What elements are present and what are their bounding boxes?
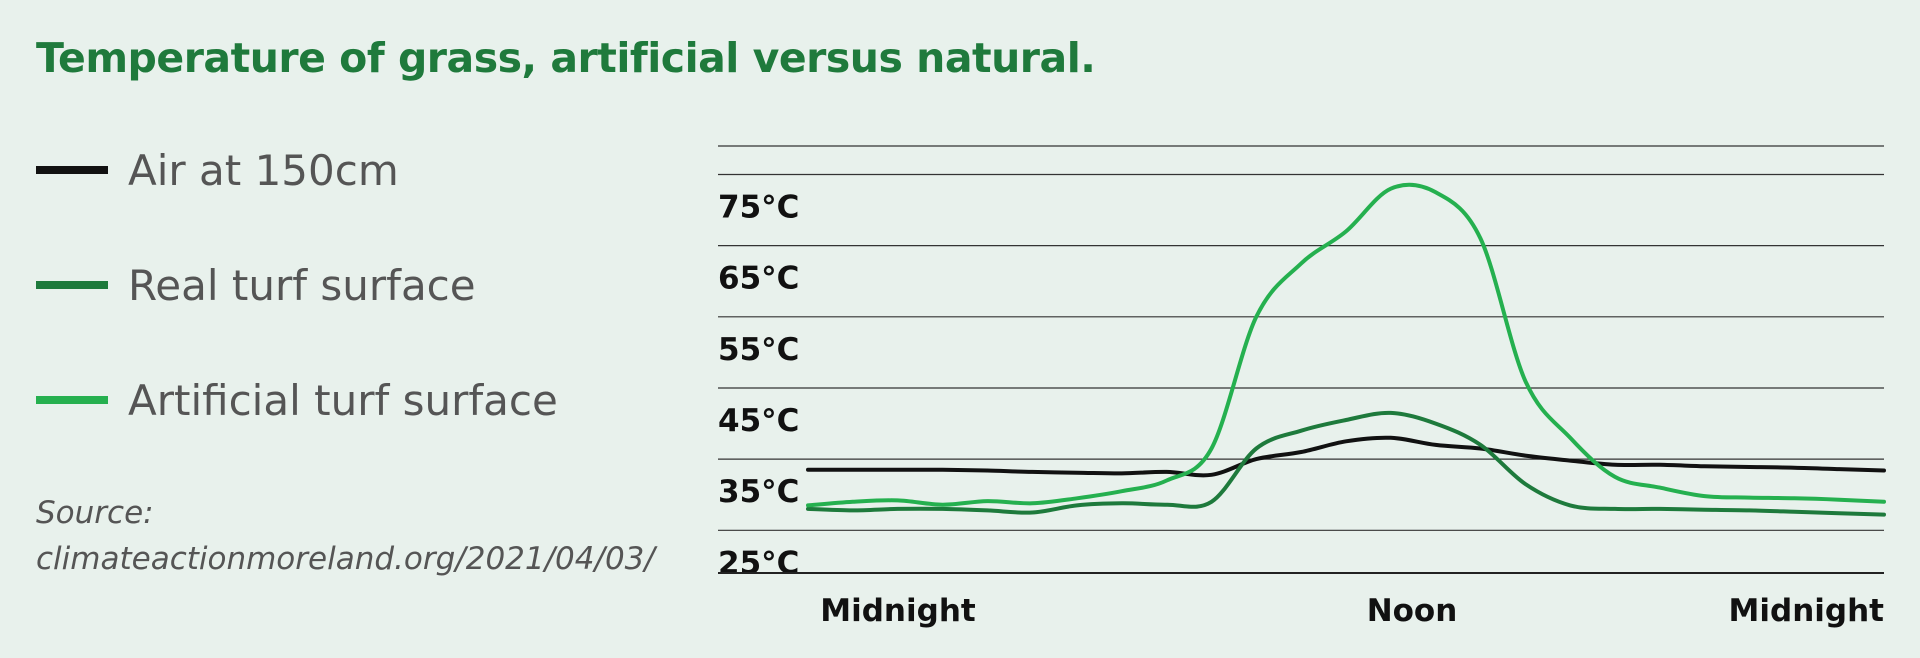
legend-label-real-turf: Real turf surface — [128, 260, 476, 310]
source-url: climateactionmoreland.org/2021/04/03/ — [36, 541, 655, 577]
legend-swatch-artificial-turf — [36, 396, 108, 404]
y-tick-label-45: 45°C — [718, 403, 799, 439]
x-tick-label-2: Midnight — [1729, 593, 1885, 629]
legend-swatch-air — [36, 166, 108, 174]
legend-label-air: Air at 150cm — [128, 145, 399, 195]
legend-item-air: Air at 150cm — [36, 140, 399, 200]
y-tick-label-65: 65°C — [718, 261, 799, 297]
series-line-artificial-turf — [806, 182, 1886, 508]
legend-label-artificial-turf: Artificial turf surface — [128, 375, 558, 425]
y-tick-label-35: 35°C — [718, 474, 799, 510]
y-tick-label-55: 55°C — [718, 332, 799, 368]
chart-title: Temperature of grass, artificial versus … — [36, 34, 1096, 82]
x-tick-label-1: Noon — [1367, 593, 1458, 629]
series-line-real-turf — [806, 410, 1886, 517]
y-tick-label-25: 25°C — [718, 545, 799, 581]
x-tick-label-0: Midnight — [820, 593, 976, 629]
legend-item-real-turf: Real turf surface — [36, 255, 476, 315]
legend-item-artificial-turf: Artificial turf surface — [36, 370, 558, 430]
source-note: Source: climateactionmoreland.org/2021/0… — [36, 490, 655, 582]
legend-swatch-real-turf — [36, 281, 108, 289]
source-label: Source: — [36, 495, 154, 531]
series-line-air — [806, 435, 1886, 478]
y-tick-label-75: 75°C — [718, 189, 799, 225]
